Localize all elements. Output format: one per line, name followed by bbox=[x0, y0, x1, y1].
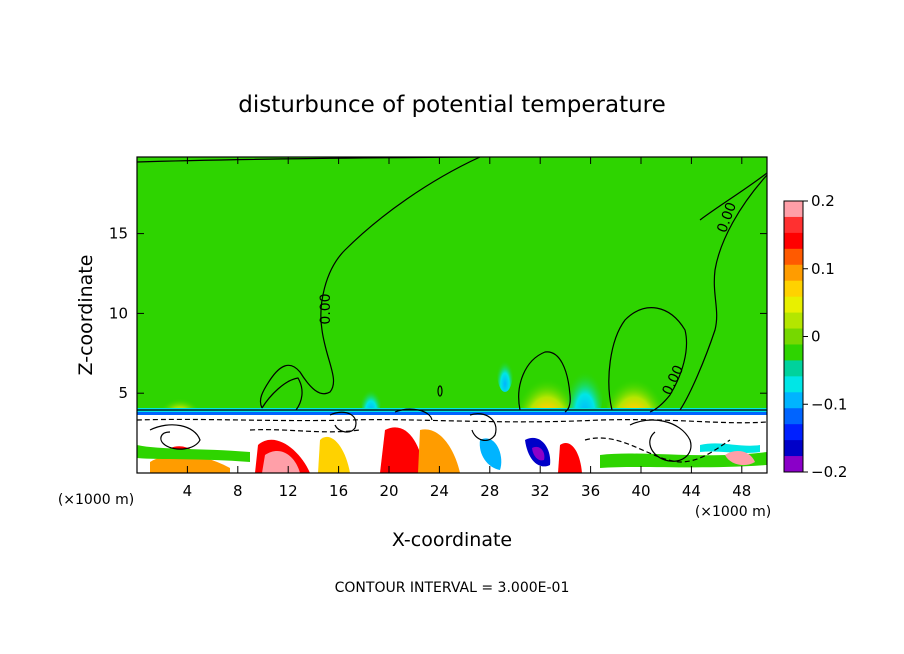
boundary-layer-patch bbox=[479, 438, 502, 470]
colorbar-swatch bbox=[784, 296, 803, 314]
zero-contour bbox=[259, 157, 481, 409]
x-tick-label: 36 bbox=[581, 482, 600, 500]
solid-contour bbox=[629, 419, 692, 462]
x-tick-label: 16 bbox=[329, 482, 348, 500]
colorbar-tick-label: 0.1 bbox=[811, 260, 835, 278]
colorbar-swatch bbox=[784, 424, 803, 441]
zero-contour bbox=[437, 385, 443, 397]
boundary-layer-patch bbox=[532, 446, 545, 461]
boundary-layer-patch bbox=[262, 451, 300, 473]
y-axis-unit: (×1000 m) bbox=[58, 492, 134, 508]
y-tick-label: 15 bbox=[109, 225, 128, 243]
colorbar-swatch bbox=[784, 344, 803, 361]
cool-cell bbox=[497, 352, 513, 392]
boundary-layer-edge bbox=[137, 412, 767, 415]
x-tick-label: 32 bbox=[531, 482, 550, 500]
colorbar-tick-label: 0.2 bbox=[811, 192, 835, 210]
plot-area bbox=[137, 157, 767, 473]
plot-frame bbox=[136, 156, 768, 474]
dashed-contour bbox=[584, 437, 731, 463]
colorbar-tick-label: −0.1 bbox=[811, 395, 847, 413]
boundary-layer-patch bbox=[318, 436, 350, 473]
colorbar-tick-label: −0.2 bbox=[811, 463, 847, 481]
x-axis-unit: (×1000 m) bbox=[695, 504, 771, 520]
solid-contour bbox=[149, 424, 201, 450]
solid-contour bbox=[394, 408, 433, 421]
x-tick-label: 48 bbox=[732, 482, 751, 500]
boundary-layer-patch bbox=[725, 450, 755, 466]
x-tick-label: 44 bbox=[682, 482, 701, 500]
boundary-layer-patch bbox=[137, 445, 250, 462]
zero-contour bbox=[679, 174, 767, 411]
colorbar-tick-label: 0 bbox=[811, 328, 821, 346]
colorbar-swatch bbox=[784, 280, 803, 298]
colorbar-swatch bbox=[784, 232, 803, 250]
x-tick-label: 8 bbox=[233, 482, 243, 500]
x-axis-label: X-coordinate bbox=[392, 529, 512, 551]
x-axis-ticks: 4 8 12 16 20 24 28 32 36 40 44 48 bbox=[183, 157, 751, 500]
colorbar-swatch bbox=[784, 312, 803, 330]
dashed-contour bbox=[137, 418, 767, 424]
x-tick-label: 28 bbox=[480, 482, 499, 500]
contour-interval-note: CONTOUR INTERVAL = 3.000E-01 bbox=[335, 580, 570, 596]
colorbar-swatch bbox=[784, 201, 803, 218]
colorbar bbox=[784, 201, 803, 473]
colorbar-swatch bbox=[784, 440, 803, 457]
y-axis-label: Z-coordinate bbox=[75, 255, 97, 376]
boundary-layer-patch bbox=[418, 429, 460, 473]
boundary-layer-patch bbox=[380, 427, 425, 473]
contour-label: 0.00 bbox=[318, 293, 334, 324]
colorbar-swatch bbox=[784, 376, 803, 393]
solid-contour bbox=[329, 411, 357, 433]
zero-contour bbox=[699, 172, 767, 221]
zero-contour bbox=[518, 351, 571, 413]
y-axis-ticks: 5 10 15 bbox=[109, 225, 767, 402]
chart-title: disturbunce of potential temperature bbox=[238, 92, 666, 118]
y-tick-label: 10 bbox=[109, 304, 128, 322]
colorbar-swatch bbox=[784, 456, 803, 473]
colorbar-swatch bbox=[784, 408, 803, 425]
boundary-layer-patch bbox=[558, 443, 582, 473]
dashed-contour bbox=[249, 429, 361, 433]
zero-contour bbox=[608, 307, 688, 413]
colorbar-swatch bbox=[784, 216, 803, 234]
solid-contour bbox=[469, 413, 497, 442]
colorbar-ticks: 0.2 0.1 0 −0.1 −0.2 bbox=[803, 192, 847, 481]
boundary-layer-patch bbox=[600, 452, 767, 468]
y-tick-label: 5 bbox=[118, 384, 128, 402]
colorbar-swatch bbox=[784, 248, 803, 266]
x-tick-label: 4 bbox=[183, 482, 193, 500]
x-tick-label: 40 bbox=[631, 482, 650, 500]
colorbar-swatch bbox=[784, 392, 803, 409]
x-tick-label: 24 bbox=[430, 482, 449, 500]
x-tick-label: 12 bbox=[279, 482, 298, 500]
colorbar-swatch bbox=[784, 328, 803, 345]
colorbar-swatch bbox=[784, 360, 803, 377]
colorbar-swatch bbox=[784, 264, 803, 282]
x-tick-label: 20 bbox=[379, 482, 398, 500]
zero-contour bbox=[261, 377, 303, 411]
